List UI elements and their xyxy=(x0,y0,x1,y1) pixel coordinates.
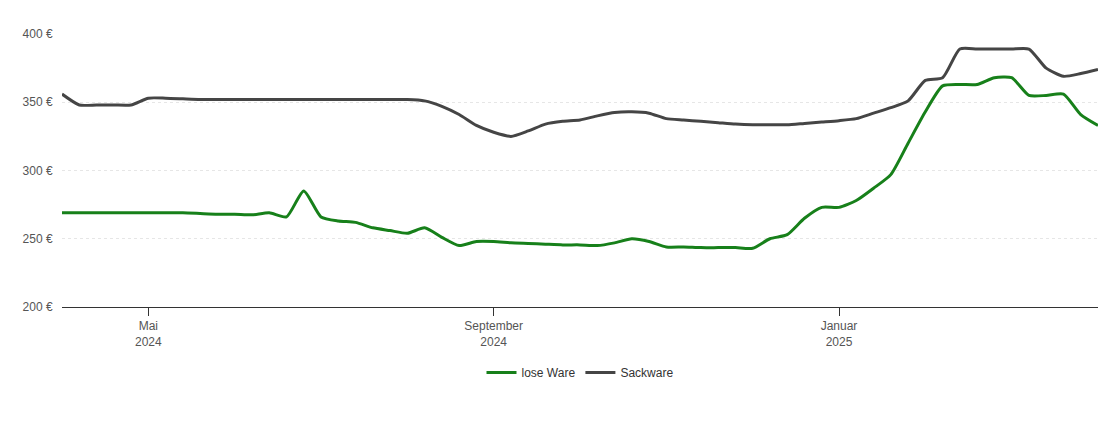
svg-text:September2024: September2024 xyxy=(464,319,523,349)
svg-text:250 €: 250 € xyxy=(23,232,53,246)
svg-text:300 €: 300 € xyxy=(23,164,53,178)
svg-text:200 €: 200 € xyxy=(23,300,53,314)
svg-text:Januar2025: Januar2025 xyxy=(821,319,858,349)
svg-text:400 €: 400 € xyxy=(23,27,53,41)
svg-text:lose Ware: lose Ware xyxy=(522,366,576,380)
svg-text:350 €: 350 € xyxy=(23,95,53,109)
svg-text:Mai2024: Mai2024 xyxy=(135,319,162,349)
svg-text:Sackware: Sackware xyxy=(620,366,673,380)
